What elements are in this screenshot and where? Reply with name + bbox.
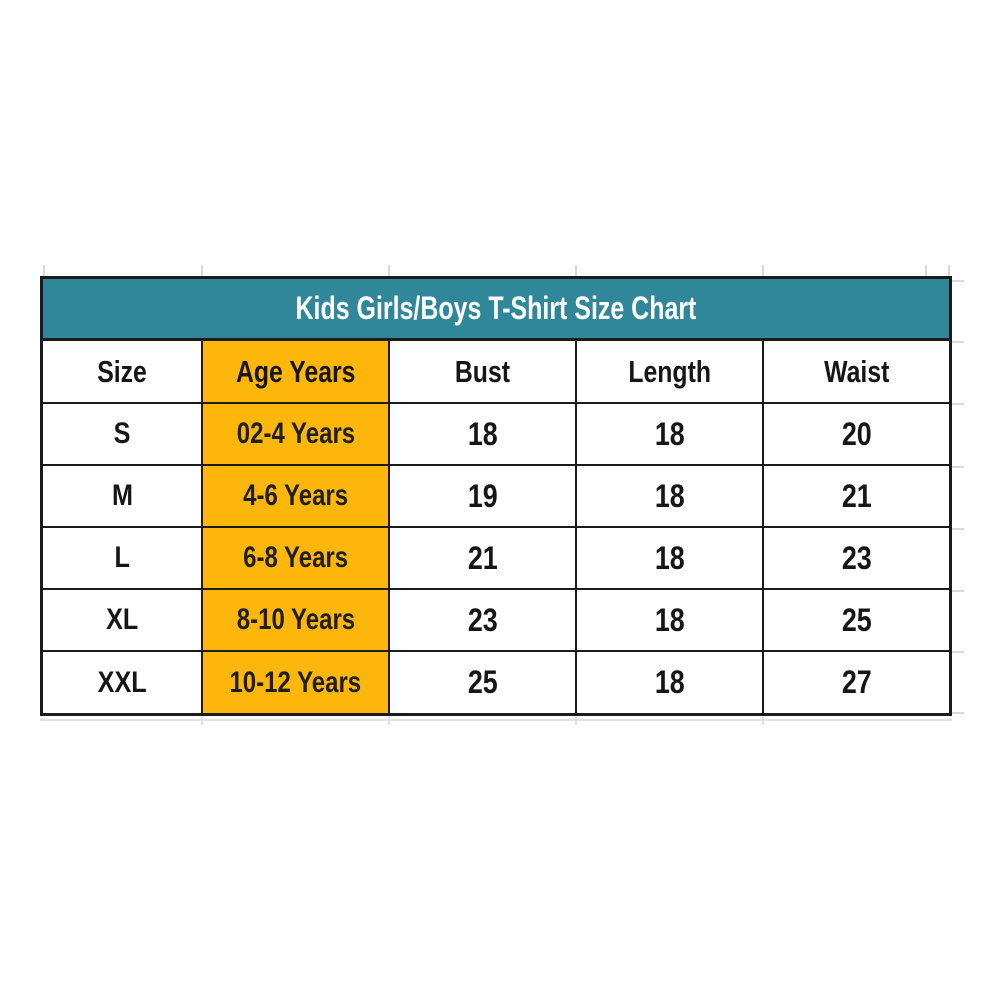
column-header-length: Length <box>577 341 764 404</box>
gridline-tick <box>575 265 577 277</box>
table-cell-bust: 18 <box>390 404 577 466</box>
gridline-tick <box>388 265 390 277</box>
gridline-tick <box>951 466 964 468</box>
table-cell-size: XL <box>43 590 203 652</box>
gridline-tick <box>951 590 964 592</box>
gridline-tick <box>951 712 964 714</box>
gridline-tick <box>762 265 764 277</box>
gridline-tick <box>951 280 964 282</box>
table-cell-length: 18 <box>577 528 764 590</box>
size-chart-table: Kids Girls/Boys T-Shirt Size Chart Size … <box>40 276 952 716</box>
table-cell-size: L <box>43 528 203 590</box>
gridline-tick <box>201 265 203 277</box>
table-cell-bust: 21 <box>390 528 577 590</box>
table-cell-length: 18 <box>577 466 764 528</box>
gridline-tick <box>948 265 950 277</box>
table-cell-length: 18 <box>577 652 764 713</box>
table-cell-bust: 25 <box>390 652 577 713</box>
table-cell-waist: 21 <box>764 466 949 528</box>
table-cell-waist: 23 <box>764 528 949 590</box>
gridline-tick <box>951 528 964 530</box>
table-cell-bust: 19 <box>390 466 577 528</box>
table-cell-age: 4-6 Years <box>203 466 390 528</box>
gridline-tick <box>951 651 964 653</box>
column-header-age-years: Age Years <box>203 341 390 404</box>
table-title: Kids Girls/Boys T-Shirt Size Chart <box>295 290 697 326</box>
gridline-shadow <box>40 719 952 721</box>
gridline-tick <box>575 717 577 725</box>
gridline-tick <box>951 341 964 343</box>
table-cell-age: 8-10 Years <box>203 590 390 652</box>
table-cell-bust: 23 <box>390 590 577 652</box>
table-cell-waist: 27 <box>841 664 872 700</box>
table-cell-age: 02-4 Years <box>203 404 390 466</box>
gridline-tick <box>762 717 764 725</box>
column-header-bust: Bust <box>390 341 577 404</box>
column-header-size: Size <box>43 341 203 404</box>
table-cell-age: 10-12 Years <box>203 652 390 713</box>
table-cell-size: S <box>43 404 203 466</box>
table-cell-size: M <box>43 466 203 528</box>
table-cell-waist: 20 <box>764 404 949 466</box>
table-cell-length: 18 <box>577 590 764 652</box>
table-cell-waist: 25 <box>764 590 949 652</box>
table-cell-size: XXL <box>43 652 203 713</box>
table-cell-age: 6-8 Years <box>203 528 390 590</box>
gridline-tick <box>43 265 45 277</box>
gridline-tick <box>925 265 927 277</box>
table-cell-length: 18 <box>577 404 764 466</box>
gridline-tick <box>951 403 964 405</box>
column-header-waist: Waist <box>764 341 949 404</box>
gridline-tick <box>388 717 390 725</box>
table-title-banner: Kids Girls/Boys T-Shirt Size Chart <box>43 279 949 341</box>
gridline-tick <box>201 717 203 725</box>
